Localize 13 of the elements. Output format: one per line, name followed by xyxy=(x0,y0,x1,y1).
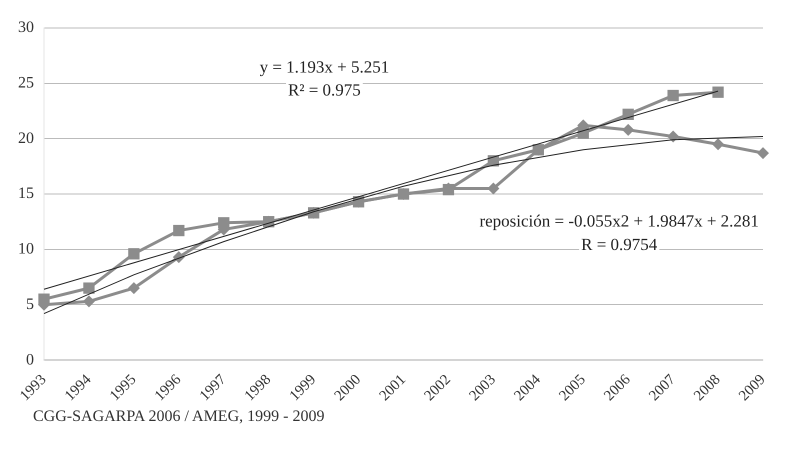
annotation: y = 1.193x + 5.251 xyxy=(260,57,390,76)
y-tick-label: 0 xyxy=(26,351,34,368)
y-tick-label: 5 xyxy=(26,296,34,313)
y-tick-label: 15 xyxy=(18,185,34,202)
y-tick-label: 30 xyxy=(18,19,34,36)
annotation: R² = 0.975 xyxy=(288,80,361,100)
y-tick-label: 25 xyxy=(18,74,34,92)
text: CGG-SAGARPA 2006 / AMEG, 1999 - 2009 xyxy=(33,408,326,426)
annotation: R = 0.9754 xyxy=(581,234,658,254)
x-tick-label: 1999 xyxy=(286,372,320,404)
y-tick-label: 20 xyxy=(18,130,34,147)
annotation: reposición = -0.055x2 + 1.9847x + 2.281 xyxy=(479,212,759,231)
y-tick-label: 10 xyxy=(18,240,34,258)
